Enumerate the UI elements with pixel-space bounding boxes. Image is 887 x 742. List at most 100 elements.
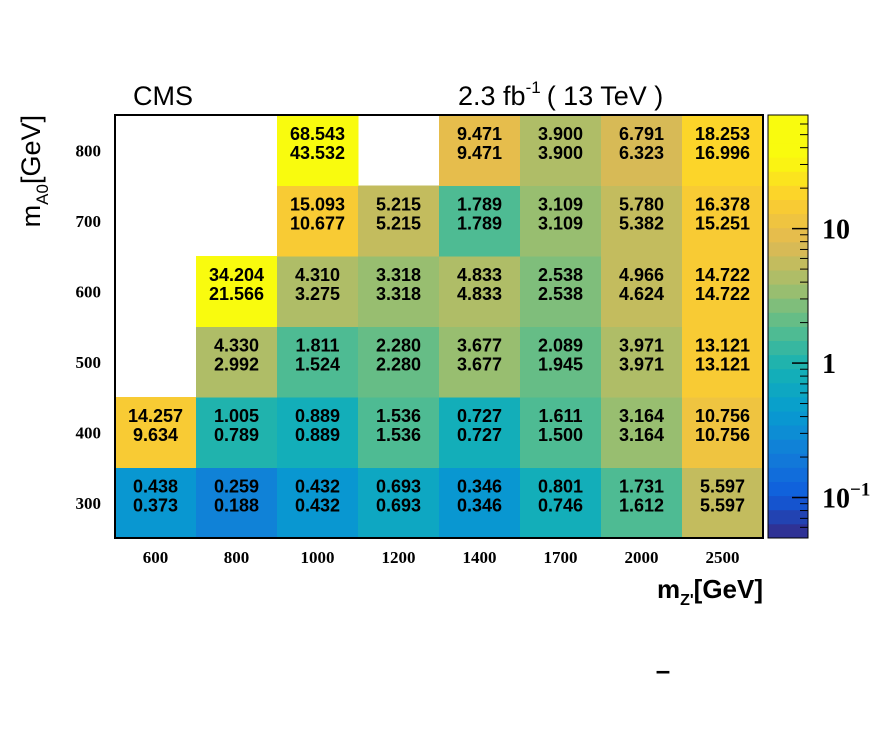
- colorbar-band: [768, 199, 808, 215]
- cell-value-upper: 15.093: [290, 195, 345, 215]
- colorbar-band: [768, 354, 808, 370]
- colorbar-band: [768, 185, 808, 200]
- cell-value-upper: 0.801: [538, 477, 583, 497]
- cell-value-lower: 14.722: [695, 284, 750, 304]
- colorbar-band: [768, 326, 808, 341]
- energy-label: ( 13 TeV ): [547, 81, 664, 111]
- cell-value-upper: 13.121: [695, 336, 750, 356]
- heatmap-cell: [277, 185, 359, 257]
- heatmap-cell: [196, 326, 278, 398]
- heatmap-cell: [439, 397, 521, 468]
- cell-value-upper: 0.693: [376, 477, 421, 497]
- cell-value-lower: 10.677: [290, 214, 345, 234]
- cell-value-lower: 5.597: [700, 496, 745, 516]
- heatmap-cell: [358, 397, 440, 468]
- x-tick-label: 1200: [382, 548, 416, 567]
- plot-frame: [114, 114, 764, 539]
- colorbar-band: [768, 298, 808, 313]
- cell-value-lower: 10.756: [695, 425, 750, 445]
- y-tick-label: 300: [76, 494, 102, 513]
- heatmap-cell: [601, 115, 683, 186]
- luminosity-value: 2.3 fb: [458, 81, 526, 111]
- colorbar-band: [768, 411, 808, 426]
- cell-value-lower: 3.275: [295, 284, 340, 304]
- cell-value-lower: 4.833: [457, 284, 502, 304]
- cell-value-lower: 0.693: [376, 496, 421, 516]
- cell-value-upper: 3.318: [376, 265, 421, 285]
- cell-value-upper: 2.538: [538, 265, 583, 285]
- cell-value-upper: 10.756: [695, 406, 750, 426]
- heatmap-cell: [115, 397, 197, 468]
- colorbar-band: [768, 213, 808, 229]
- colorbar-band: [768, 523, 808, 539]
- colorbar-band: [768, 439, 808, 454]
- cell-value-lower: 0.373: [133, 496, 178, 516]
- heatmap-cell: [277, 397, 359, 468]
- cell-value-upper: 0.438: [133, 477, 178, 497]
- cell-value-upper: 0.889: [295, 406, 340, 426]
- stray-dash-mark: –: [656, 655, 670, 685]
- y-tick-label: 600: [76, 282, 102, 301]
- x-tick-label: 800: [224, 548, 250, 567]
- heatmap-cell: [682, 326, 764, 398]
- experiment-label: CMS: [133, 81, 193, 111]
- colorbar-band: [768, 509, 808, 525]
- cell-value-lower: 6.323: [619, 143, 664, 163]
- cell-value-upper: 4.330: [214, 336, 259, 356]
- x-tick-label: 1700: [544, 548, 578, 567]
- x-tick-label: 1400: [463, 548, 497, 567]
- heatmap-cell: [520, 326, 602, 398]
- colorbar-band: [768, 143, 808, 158]
- x-tick-label: 1000: [301, 548, 335, 567]
- cell-value-upper: 14.257: [128, 406, 183, 426]
- colorbar-tick-label: 1: [822, 349, 836, 380]
- cell-value-upper: 1.731: [619, 477, 664, 497]
- cell-value-upper: 0.432: [295, 477, 340, 497]
- heatmap-cell: [682, 256, 764, 327]
- heatmap-cell: [358, 185, 440, 257]
- cell-value-upper: 4.966: [619, 265, 664, 285]
- cell-value-lower: 3.318: [376, 284, 421, 304]
- x-axis-subscript: Z': [680, 592, 694, 609]
- heatmap-cell: [439, 326, 521, 398]
- colorbar-band: [768, 270, 808, 285]
- heatmap-cell: [277, 467, 359, 539]
- cell-value-upper: 1.005: [214, 406, 259, 426]
- cell-value-upper: 3.971: [619, 336, 664, 356]
- cell-value-lower: 0.346: [457, 496, 502, 516]
- heatmap-cell: [682, 467, 764, 539]
- cell-value-upper: 6.791: [619, 124, 664, 144]
- cell-value-lower: 13.121: [695, 355, 750, 375]
- heatmap-cell: [115, 467, 197, 539]
- x-tick-labels: 600 800 1000 1200 1400 1700 2000 2500: [143, 548, 740, 567]
- heatmap-cell: [358, 256, 440, 327]
- colorbar-band: [768, 129, 808, 144]
- cell-value-upper: 18.253: [695, 124, 750, 144]
- cell-value-upper: 5.215: [376, 195, 421, 215]
- cell-value-upper: 2.280: [376, 336, 421, 356]
- y-tick-labels: 300 400 500 600 700 800: [76, 141, 102, 513]
- colorbar-band: [768, 368, 808, 384]
- heatmap-cell: [277, 256, 359, 327]
- cell-value-upper: 3.677: [457, 336, 502, 356]
- x-tick-label: 600: [143, 548, 169, 567]
- heatmap-cell: [439, 256, 521, 327]
- cell-value-upper: 4.833: [457, 265, 502, 285]
- cell-value-upper: 4.310: [295, 265, 340, 285]
- cell-value-lower: 2.280: [376, 355, 421, 375]
- heatmap-cell: [682, 185, 764, 257]
- colorbar-band: [768, 227, 808, 243]
- cell-value-upper: 2.089: [538, 336, 583, 356]
- cell-value-lower: 3.677: [457, 355, 502, 375]
- cell-value-upper: 9.471: [457, 124, 502, 144]
- heatmap-cell: [601, 185, 683, 257]
- cell-value-upper: 0.259: [214, 477, 259, 497]
- heatmap-cell: [682, 115, 764, 186]
- cell-value-upper: 1.536: [376, 406, 421, 426]
- y-axis-symbol: m: [16, 205, 46, 228]
- cell-value-lower: 3.900: [538, 143, 583, 163]
- heatmap-cell: [682, 397, 764, 468]
- heatmap-cell: [439, 467, 521, 539]
- y-axis-unit: [GeV]: [16, 115, 46, 184]
